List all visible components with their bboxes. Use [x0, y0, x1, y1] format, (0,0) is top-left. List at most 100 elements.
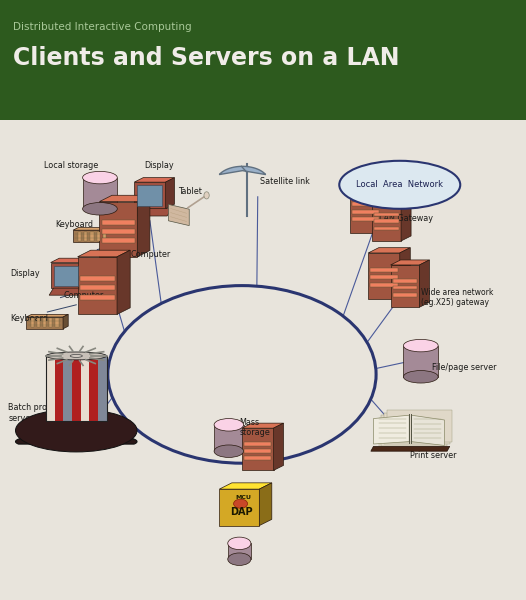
Text: Tablet: Tablet	[178, 187, 201, 196]
Polygon shape	[381, 415, 447, 446]
Polygon shape	[103, 232, 106, 241]
Polygon shape	[134, 178, 175, 182]
Polygon shape	[375, 212, 399, 217]
Ellipse shape	[70, 355, 83, 358]
Polygon shape	[392, 286, 418, 289]
Polygon shape	[166, 178, 175, 209]
Polygon shape	[370, 283, 398, 287]
Text: Print server: Print server	[410, 451, 457, 460]
Polygon shape	[137, 185, 163, 206]
Polygon shape	[78, 257, 117, 314]
Polygon shape	[50, 258, 89, 263]
Polygon shape	[219, 483, 272, 489]
Polygon shape	[381, 182, 392, 233]
Polygon shape	[244, 442, 271, 446]
Ellipse shape	[83, 203, 117, 215]
Polygon shape	[111, 227, 116, 242]
Polygon shape	[63, 356, 72, 421]
Text: Computer: Computer	[130, 250, 171, 259]
Polygon shape	[219, 166, 266, 175]
Text: LAN Gateway: LAN Gateway	[379, 214, 433, 223]
Polygon shape	[73, 230, 111, 242]
Polygon shape	[370, 268, 398, 272]
Polygon shape	[259, 483, 272, 526]
Polygon shape	[411, 415, 444, 445]
Polygon shape	[72, 356, 80, 421]
Polygon shape	[228, 544, 251, 559]
Ellipse shape	[339, 161, 460, 209]
Ellipse shape	[108, 286, 376, 463]
Polygon shape	[244, 449, 271, 452]
Polygon shape	[63, 314, 68, 329]
Polygon shape	[90, 232, 94, 241]
Ellipse shape	[15, 409, 137, 452]
Polygon shape	[55, 319, 58, 328]
Polygon shape	[80, 285, 115, 290]
Ellipse shape	[403, 340, 438, 352]
Polygon shape	[387, 410, 452, 442]
Text: Keyboard: Keyboard	[55, 220, 93, 229]
Text: Local  Area  Network: Local Area Network	[356, 180, 443, 190]
Ellipse shape	[228, 537, 251, 550]
Polygon shape	[392, 279, 418, 283]
Polygon shape	[350, 187, 381, 233]
Ellipse shape	[403, 371, 438, 383]
Polygon shape	[89, 356, 98, 421]
Polygon shape	[37, 319, 40, 328]
Polygon shape	[390, 260, 429, 265]
Polygon shape	[84, 232, 87, 241]
Polygon shape	[80, 295, 115, 300]
Text: Distributed Interactive Computing: Distributed Interactive Computing	[13, 22, 192, 32]
Polygon shape	[43, 319, 46, 328]
Polygon shape	[102, 229, 135, 233]
Polygon shape	[46, 356, 55, 421]
Polygon shape	[368, 248, 410, 253]
Polygon shape	[16, 434, 137, 444]
Text: Local storage: Local storage	[44, 161, 98, 170]
Ellipse shape	[214, 419, 244, 431]
Polygon shape	[83, 178, 117, 209]
Polygon shape	[370, 275, 398, 280]
Polygon shape	[102, 238, 135, 243]
Text: File/page server: File/page server	[432, 363, 497, 372]
Ellipse shape	[234, 499, 248, 508]
Polygon shape	[372, 194, 411, 199]
Polygon shape	[99, 202, 137, 257]
Polygon shape	[392, 293, 418, 296]
Text: Display: Display	[145, 161, 174, 170]
Ellipse shape	[214, 445, 244, 457]
Polygon shape	[384, 413, 450, 444]
Polygon shape	[401, 194, 411, 241]
Polygon shape	[54, 266, 78, 286]
Polygon shape	[49, 288, 87, 295]
Polygon shape	[99, 195, 150, 202]
Polygon shape	[373, 415, 409, 444]
Text: Mass
storage: Mass storage	[239, 418, 270, 437]
Polygon shape	[274, 423, 284, 470]
Ellipse shape	[46, 352, 107, 360]
Text: MCU: MCU	[235, 494, 251, 500]
Polygon shape	[400, 248, 410, 299]
Polygon shape	[97, 232, 100, 241]
Text: Display: Display	[11, 269, 40, 278]
Polygon shape	[375, 227, 399, 230]
Polygon shape	[137, 195, 150, 257]
Polygon shape	[55, 356, 63, 421]
Polygon shape	[390, 265, 420, 307]
Polygon shape	[372, 199, 401, 241]
Polygon shape	[80, 356, 89, 421]
Polygon shape	[403, 346, 438, 377]
Polygon shape	[375, 220, 399, 223]
Ellipse shape	[83, 172, 117, 184]
Polygon shape	[73, 227, 116, 230]
Polygon shape	[219, 489, 259, 526]
Polygon shape	[98, 356, 107, 421]
Polygon shape	[352, 217, 379, 221]
Polygon shape	[371, 446, 450, 451]
Text: Computer: Computer	[63, 291, 104, 300]
Text: Keyboard: Keyboard	[11, 314, 48, 323]
Polygon shape	[379, 418, 444, 449]
Polygon shape	[420, 260, 429, 307]
Text: Satellite link: Satellite link	[260, 177, 310, 186]
Polygon shape	[49, 319, 53, 328]
